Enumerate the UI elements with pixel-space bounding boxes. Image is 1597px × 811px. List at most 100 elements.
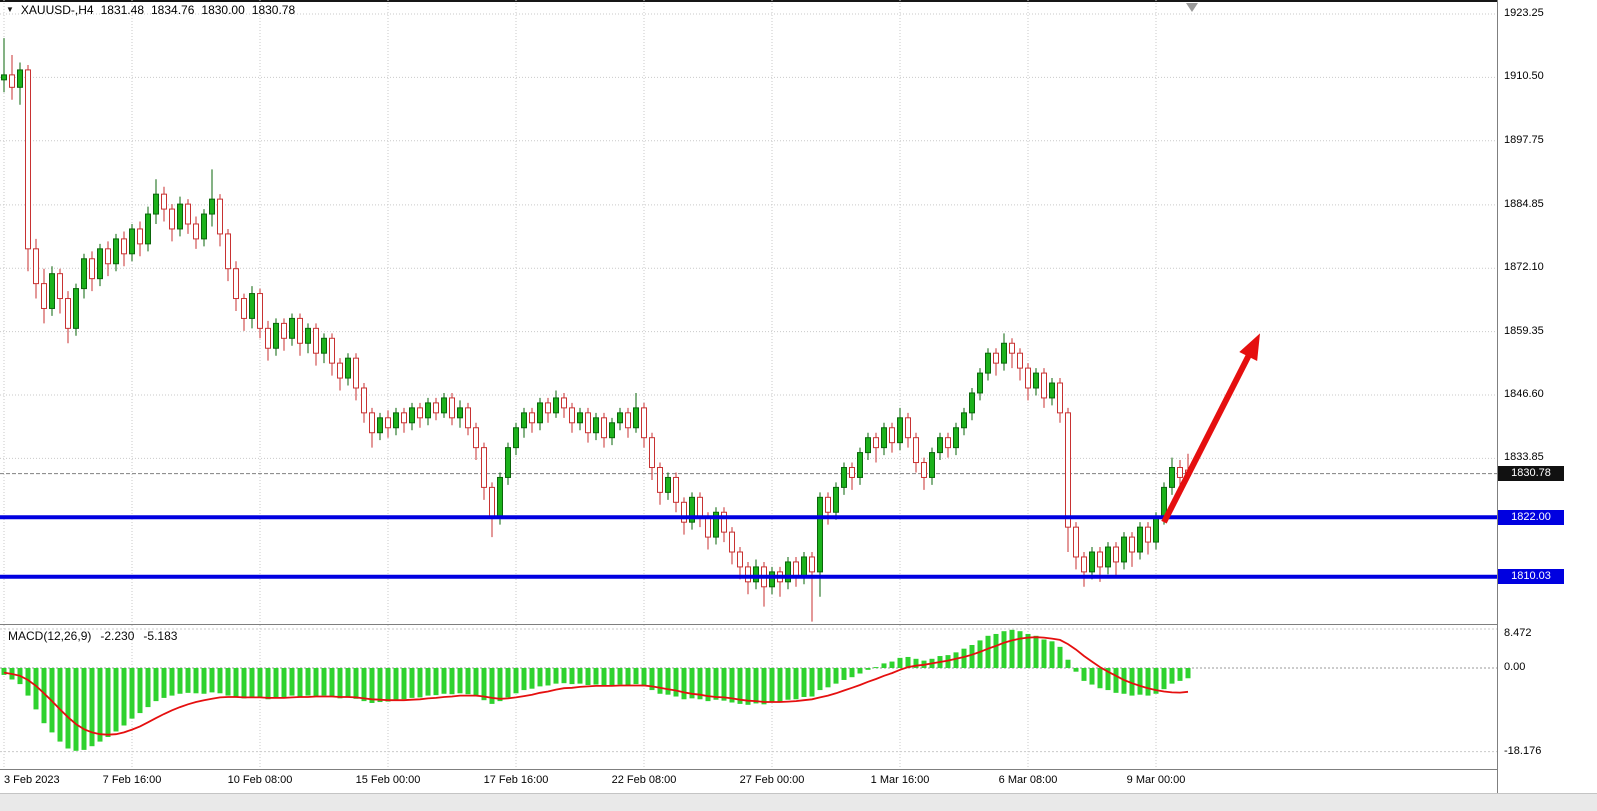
macd-histogram-bar [1, 668, 7, 675]
macd-histogram-bar [721, 668, 727, 701]
candle-body [769, 571, 775, 588]
candle-body [57, 273, 63, 300]
macd-histogram-bar [657, 668, 663, 694]
macd-histogram-bar [1041, 639, 1047, 668]
macd-histogram-bar [577, 668, 583, 684]
macd-histogram-bar [529, 668, 535, 689]
macd-histogram-bar [73, 668, 79, 751]
candle-body [289, 317, 295, 339]
macd-histogram-bar [241, 668, 247, 699]
candle-body [537, 402, 543, 424]
support-level-badge: 1810.03 [1498, 569, 1564, 585]
candle-body [913, 437, 919, 464]
candle-body [833, 486, 839, 513]
candle-body [409, 407, 415, 424]
price-axis[interactable]: 1923.25 1910.50 1897.75 1884.85 1872.10 1859.… [1498, 0, 1597, 793]
candle-body [49, 273, 55, 309]
candle-body [225, 233, 231, 270]
time-axis[interactable]: 3 Feb 2023 7 Feb 16:00 10 Feb 08:00 15 Feb … [0, 770, 1497, 793]
candle-body [745, 566, 751, 583]
macd-histogram-bar [1177, 668, 1183, 681]
time-tick-label: 15 Feb 00:00 [355, 774, 421, 786]
bottom-strip [0, 793, 1597, 811]
candle-body [97, 248, 103, 280]
candle-body [585, 412, 591, 434]
ohlc-low: 1830.00 [201, 3, 245, 17]
candle-body [809, 556, 815, 573]
macd-histogram-bar [137, 668, 143, 714]
chart-info-line: ▼ XAUUSD-,H4 1831.48 1834.76 1830.00 183… [6, 3, 295, 17]
candle-body [545, 402, 551, 414]
macd-pane-canvas[interactable] [0, 625, 1497, 770]
macd-histogram-bar [369, 668, 375, 703]
macd-histogram-bar [801, 668, 807, 697]
candle-body [1169, 467, 1175, 488]
macd-histogram-bar [729, 668, 735, 703]
candle-body [617, 412, 623, 424]
macd-histogram-bar [553, 668, 559, 684]
candle-body [33, 248, 39, 285]
candle-body [633, 407, 639, 429]
pane-separator[interactable] [0, 624, 1597, 625]
candle-body [1145, 526, 1151, 543]
candle-body [801, 556, 807, 578]
macd-histogram-bar [185, 668, 191, 693]
candle-body [489, 486, 495, 518]
candle-body [1049, 382, 1055, 399]
candle-body [1089, 551, 1095, 573]
macd-histogram-bar [441, 668, 447, 694]
macd-histogram-bar [305, 668, 311, 696]
macd-histogram-bar [169, 668, 175, 696]
candle-body [1, 74, 7, 81]
time-tick-label: 6 Mar 08:00 [998, 774, 1058, 786]
macd-histogram-bar [1057, 646, 1063, 668]
macd-histogram-bar [273, 668, 279, 698]
macd-histogram-bar [649, 668, 655, 691]
macd-histogram-bar [737, 668, 743, 704]
candle-body [705, 516, 711, 538]
candle-body [17, 69, 23, 88]
candle-body [129, 228, 135, 255]
macd-histogram-bar [977, 640, 983, 668]
candle-body [921, 462, 927, 478]
candle-body [1065, 412, 1071, 528]
candle-body [209, 198, 215, 215]
time-tick-label: 17 Feb 16:00 [483, 774, 549, 786]
candle-body [929, 452, 935, 478]
candle-body [1097, 551, 1103, 568]
price-tick-label: 1923.25 [1504, 7, 1544, 19]
macd-histogram-bar [41, 668, 47, 724]
macd-histogram-bar [561, 668, 567, 684]
macd-histogram-bar [281, 668, 287, 697]
candle-body [313, 327, 319, 354]
candle-body [729, 531, 735, 553]
candle-body [889, 427, 895, 444]
trend-arrow-head[interactable] [1239, 333, 1260, 362]
trend-arrow-shaft[interactable] [1161, 349, 1254, 524]
macd-value: -2.230 [100, 629, 135, 643]
ohlc-close: 1830.78 [251, 3, 296, 17]
macd-histogram-bar [265, 668, 271, 700]
price-chart-canvas[interactable] [0, 0, 1497, 625]
macd-histogram-bar [625, 668, 631, 686]
symbol-dropdown-icon[interactable]: ▼ [6, 5, 14, 14]
macd-histogram-bar [873, 667, 879, 669]
macd-histogram-bar [329, 668, 335, 697]
chart-scroll-marker-icon[interactable] [1186, 3, 1198, 12]
resistance-level-badge: 1822.00 [1498, 509, 1564, 525]
candle-body [521, 412, 527, 429]
macd-histogram-bar [665, 668, 671, 695]
candle-body [105, 248, 111, 265]
time-tick-label: 9 Mar 00:00 [1126, 774, 1186, 786]
macd-histogram-bar [209, 668, 215, 693]
candle-body [393, 412, 399, 429]
candle-body [697, 496, 703, 518]
candle-body [553, 397, 559, 414]
candle-body [721, 511, 727, 533]
symbol-timeframe-label: XAUUSD-,H4 [20, 3, 94, 17]
candle-body [681, 501, 687, 523]
macd-histogram-bar [1001, 631, 1007, 668]
candle-body [265, 327, 271, 349]
macd-histogram-bar [753, 668, 759, 704]
candle-body [73, 288, 79, 329]
